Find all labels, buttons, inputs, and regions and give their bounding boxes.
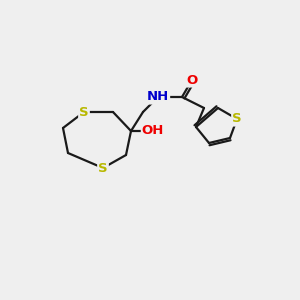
Text: NH: NH [147, 91, 169, 103]
Text: OH: OH [142, 124, 164, 137]
Text: O: O [186, 74, 198, 86]
Text: S: S [232, 112, 242, 125]
Text: S: S [98, 161, 108, 175]
Text: S: S [79, 106, 89, 118]
